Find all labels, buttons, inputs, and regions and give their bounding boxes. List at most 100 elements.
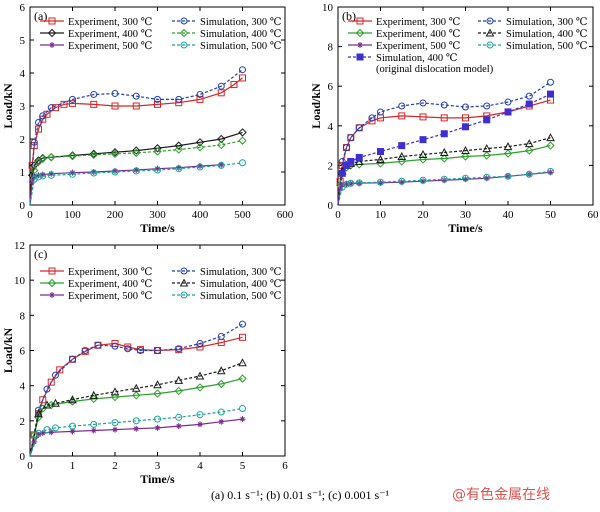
data-point — [239, 416, 246, 423]
data-point — [239, 66, 246, 74]
data-point — [175, 164, 182, 171]
data-point — [110, 392, 120, 402]
data-point — [439, 147, 449, 157]
y-tick-label: 6 — [328, 81, 334, 93]
x-tick-label: 3 — [155, 460, 161, 472]
y-tick-label: 12 — [14, 240, 25, 252]
data-point — [462, 114, 469, 122]
data-point — [238, 128, 247, 137]
data-point — [355, 179, 363, 187]
legend-label: Experiment, 500 ℃ — [376, 41, 461, 52]
data-point — [38, 154, 47, 164]
data-point — [133, 167, 140, 174]
data-point — [90, 427, 97, 434]
data-point — [69, 95, 76, 103]
data-point — [238, 136, 247, 145]
x-tick-label: 1 — [70, 460, 76, 472]
data-point — [175, 423, 182, 430]
data-point — [230, 81, 238, 89]
legend-marker — [180, 291, 188, 299]
data-point — [31, 438, 38, 445]
data-point — [197, 421, 203, 428]
data-point — [52, 104, 59, 112]
series-line — [337, 99, 551, 206]
data-point — [418, 155, 428, 164]
y-tick-label: 5 — [20, 35, 26, 47]
legend-label: Experiment, 400 ℃ — [68, 279, 153, 290]
data-point — [441, 177, 448, 184]
data-point — [462, 123, 469, 131]
legend-label: Simulation, 300 ℃ — [200, 17, 282, 28]
x-tick-label: 500 — [234, 209, 251, 221]
data-point — [196, 95, 204, 103]
data-point — [524, 139, 534, 148]
legend-marker — [49, 42, 55, 48]
data-point — [110, 387, 120, 396]
data-point — [461, 145, 470, 155]
data-point — [112, 168, 118, 175]
data-point — [398, 179, 405, 186]
legend-marker — [48, 267, 56, 275]
data-point — [377, 178, 384, 186]
legend-label: Experiment, 300 ℃ — [68, 17, 153, 28]
data-point — [343, 180, 350, 188]
panel-label: (c) — [34, 247, 47, 261]
data-point — [89, 390, 99, 399]
data-point — [217, 379, 226, 389]
data-point — [174, 375, 184, 384]
y-tick-label: 3 — [20, 101, 26, 113]
data-point — [525, 170, 533, 178]
legend-label: Experiment, 500 ℃ — [68, 291, 153, 302]
legend-label: Experiment, 300 ℃ — [68, 267, 153, 278]
data-point — [347, 134, 355, 142]
y-tick-label: 8 — [328, 42, 334, 54]
data-point — [112, 426, 118, 433]
y-tick-label: 4 — [20, 381, 26, 393]
chart-panel-c: 0 1 2 3 4 5 6024681012Time/sLoad/kN(c)Experime… — [1, 240, 288, 486]
data-point — [137, 347, 144, 354]
data-point — [397, 157, 406, 166]
y-tick-label: 2 — [20, 134, 26, 146]
data-point — [398, 102, 406, 110]
data-point — [154, 415, 161, 423]
y-tick-label: 10 — [322, 2, 334, 14]
data-point — [525, 100, 533, 108]
data-point — [377, 108, 384, 116]
data-point — [39, 171, 46, 178]
data-point — [42, 400, 52, 409]
data-point — [110, 147, 120, 157]
data-point — [39, 430, 46, 437]
data-point — [440, 114, 448, 122]
data-point — [483, 116, 491, 124]
data-point — [218, 418, 225, 425]
data-point — [175, 165, 183, 173]
data-point — [419, 176, 427, 184]
legend-marker — [355, 28, 365, 38]
legend-label: Simulation, 400 ℃ — [200, 29, 282, 40]
y-tick-label: 2 — [20, 416, 26, 428]
y-axis-label: Load/kN — [309, 83, 323, 129]
data-point — [89, 394, 98, 404]
data-point — [398, 142, 406, 150]
data-point — [217, 161, 225, 169]
x-tick-label: 6 — [282, 460, 288, 472]
data-point — [525, 146, 534, 155]
data-point — [195, 143, 205, 152]
data-point — [47, 378, 55, 386]
data-point — [154, 100, 161, 108]
data-point — [39, 396, 47, 404]
series-line — [29, 407, 243, 457]
data-point — [68, 151, 77, 161]
panel-label: (b) — [342, 9, 356, 23]
data-point — [547, 167, 554, 175]
data-point — [69, 99, 76, 107]
series-line — [29, 418, 243, 457]
legend-marker — [47, 278, 57, 288]
data-point — [174, 386, 183, 396]
data-point — [34, 413, 43, 422]
legend-label: Simulation, 400 ℃ — [376, 53, 458, 64]
x-tick-label: 10 — [375, 209, 387, 221]
data-point — [238, 358, 247, 367]
data-point — [196, 339, 204, 347]
